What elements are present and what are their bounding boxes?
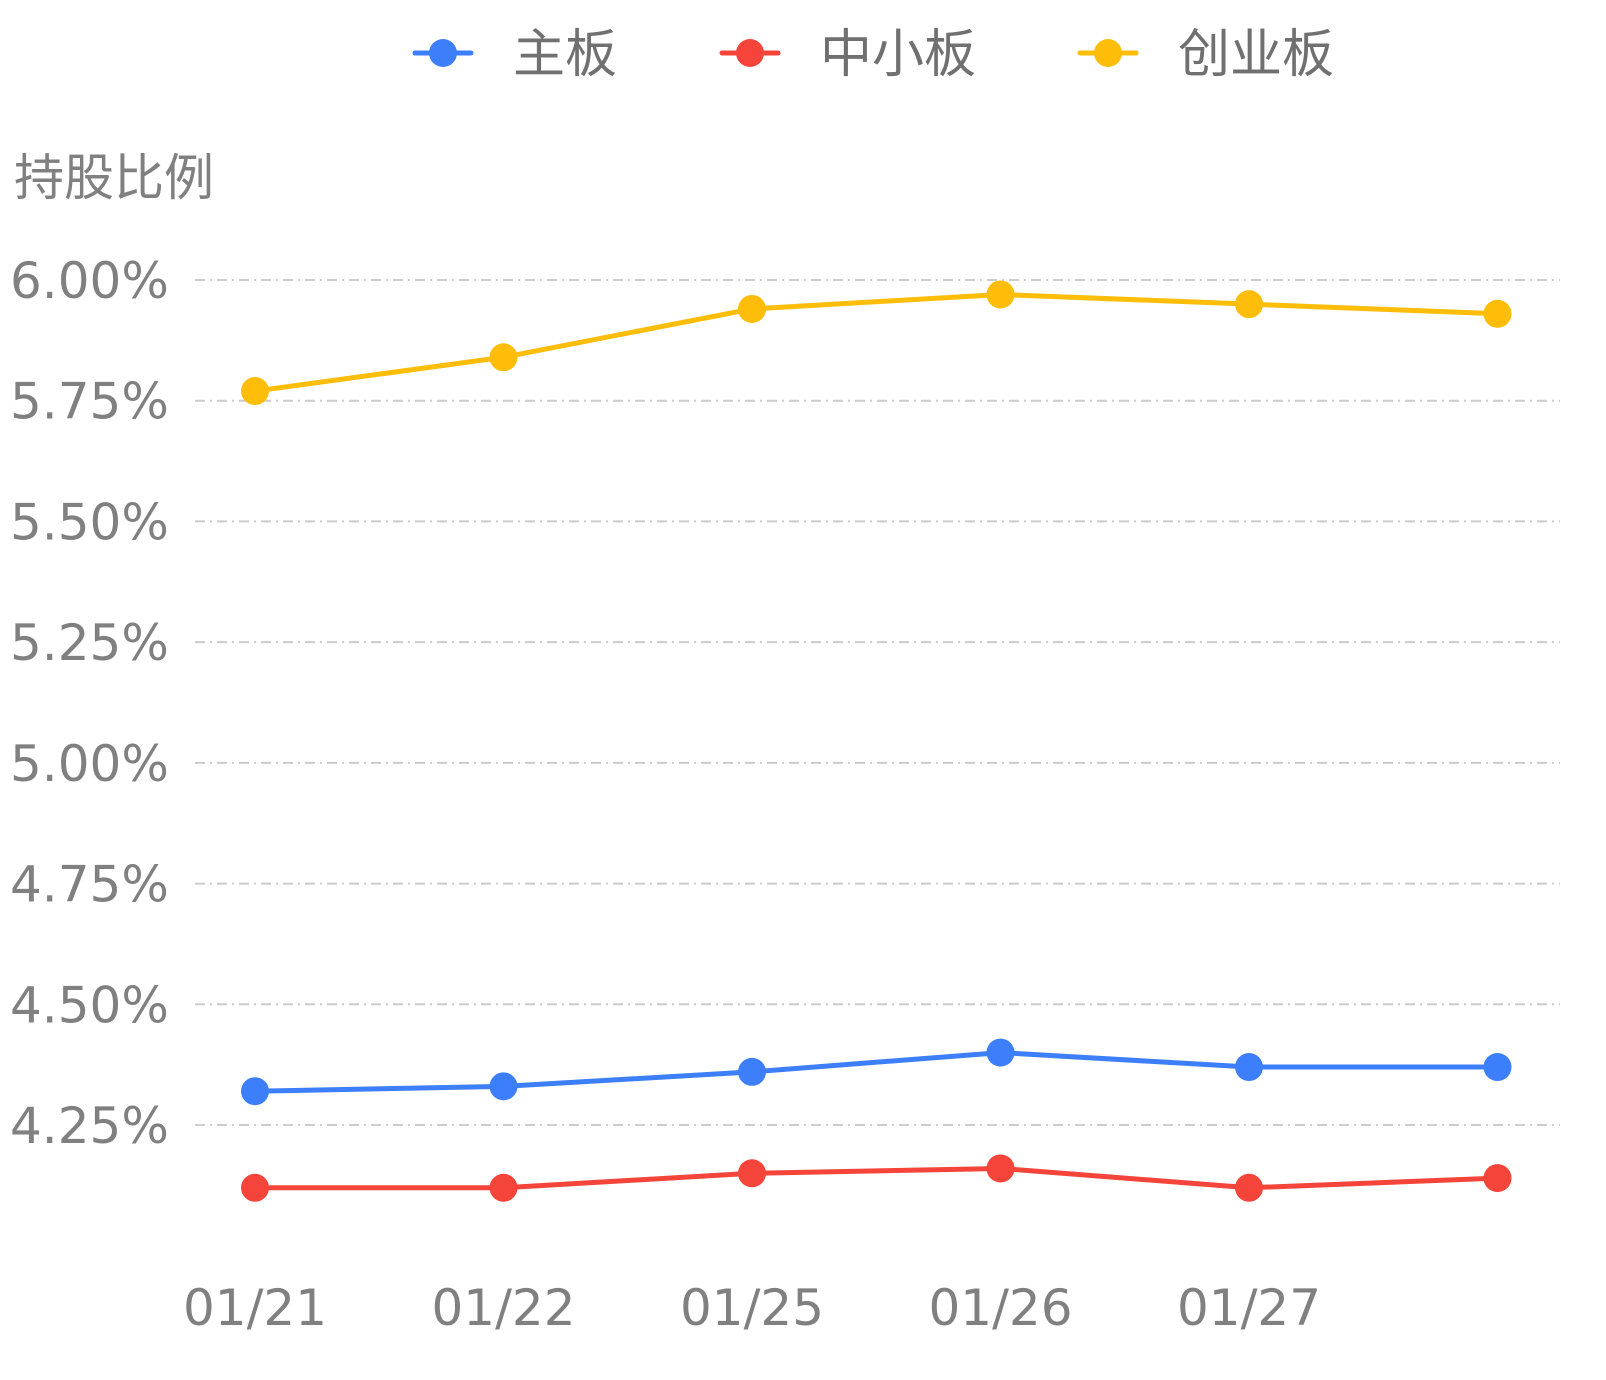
series-line-group bbox=[241, 1038, 1512, 1106]
series-line bbox=[252, 291, 1500, 394]
y-axis-ticks: 6.00% 5.75% 5.50% 5.25% 5.00% 4.75% 4.50% 4.25% bbox=[10, 252, 169, 1155]
data-point[interactable] bbox=[1483, 1053, 1512, 1082]
data-point[interactable] bbox=[986, 1154, 1015, 1183]
x-tick-label: 01/25 bbox=[680, 1279, 824, 1337]
series-line bbox=[252, 1050, 1500, 1094]
y-tick-label: 5.25% bbox=[10, 614, 169, 672]
x-tick-label: 01/27 bbox=[1177, 1279, 1321, 1337]
legend-marker-icon bbox=[1094, 39, 1122, 67]
x-tick-label: 01/21 bbox=[183, 1279, 327, 1337]
data-point[interactable] bbox=[1235, 290, 1263, 319]
x-tick-label: 01/22 bbox=[431, 1279, 575, 1337]
x-tick-label: 01/26 bbox=[928, 1279, 1072, 1337]
data-point[interactable] bbox=[241, 1173, 269, 1202]
y-tick-label: 5.00% bbox=[10, 735, 169, 793]
y-tick-label: 6.00% bbox=[10, 252, 169, 310]
legend-item[interactable]: 中小板 bbox=[719, 25, 976, 85]
legend-marker-icon bbox=[429, 39, 457, 67]
legend-item[interactable]: 主板 bbox=[412, 25, 617, 85]
data-point[interactable] bbox=[489, 343, 518, 372]
data-point[interactable] bbox=[489, 1072, 518, 1101]
data-point[interactable] bbox=[1483, 299, 1512, 328]
series-line-group bbox=[241, 1154, 1512, 1202]
x-axis-ticks: 01/21 01/22 01/25 01/26 01/27 bbox=[183, 1279, 1321, 1337]
data-point[interactable] bbox=[738, 1057, 766, 1086]
series-line bbox=[252, 1165, 1500, 1191]
data-point[interactable] bbox=[489, 1173, 518, 1202]
data-point[interactable] bbox=[986, 280, 1015, 309]
data-point[interactable] bbox=[241, 377, 269, 406]
y-tick-label: 4.50% bbox=[10, 976, 169, 1034]
y-tick-label: 4.75% bbox=[10, 856, 169, 914]
y-tick-label: 5.50% bbox=[10, 493, 169, 551]
data-point[interactable] bbox=[1483, 1164, 1512, 1193]
grid-lines bbox=[195, 279, 1560, 1126]
y-axis-title: 持股比例 bbox=[14, 149, 214, 207]
legend: 主板 中小板 创业板 bbox=[412, 25, 1334, 85]
y-tick-label: 5.75% bbox=[10, 373, 169, 431]
legend-item[interactable]: 创业板 bbox=[1077, 25, 1334, 85]
legend-marker-icon bbox=[736, 39, 764, 67]
data-point[interactable] bbox=[1235, 1053, 1263, 1082]
data-point[interactable] bbox=[1235, 1173, 1263, 1202]
legend-label: 创业板 bbox=[1178, 25, 1334, 85]
data-point[interactable] bbox=[241, 1077, 269, 1106]
data-point[interactable] bbox=[738, 294, 766, 323]
legend-label: 主板 bbox=[513, 25, 617, 85]
series-group bbox=[241, 280, 1512, 1202]
legend-label: 中小板 bbox=[820, 25, 976, 85]
data-point[interactable] bbox=[986, 1038, 1015, 1067]
data-point[interactable] bbox=[738, 1159, 766, 1188]
series-line-group bbox=[241, 280, 1512, 406]
y-tick-label: 4.25% bbox=[10, 1097, 169, 1155]
